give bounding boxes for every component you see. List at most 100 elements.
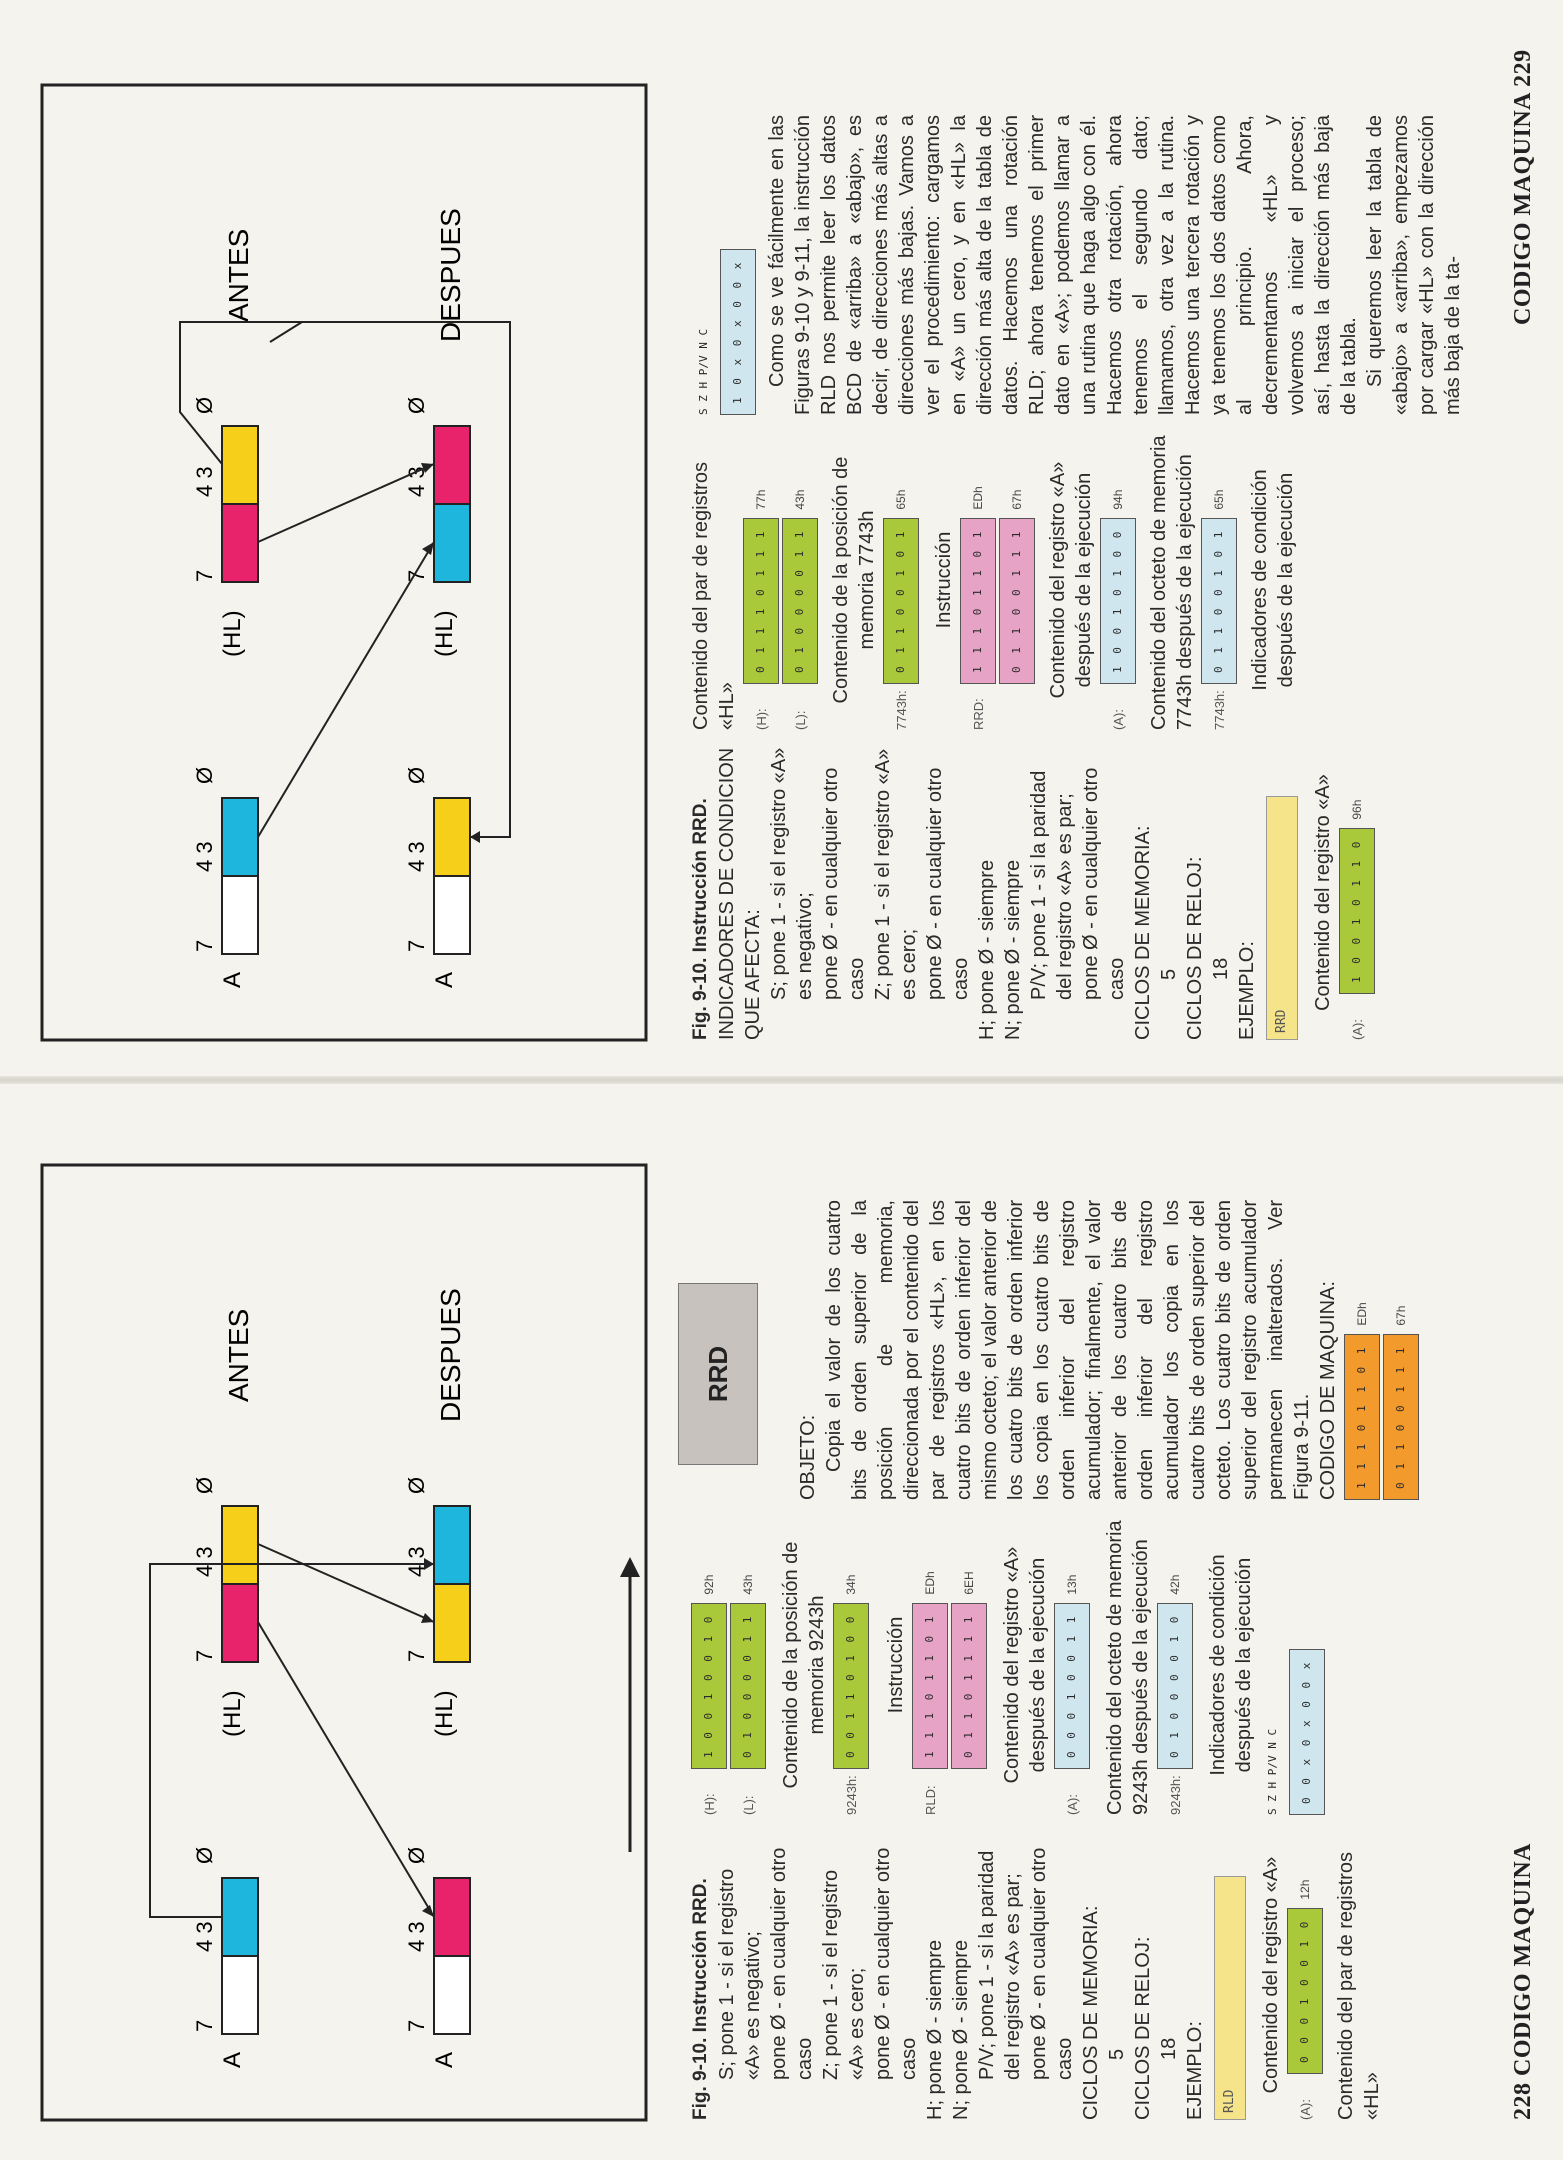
cont-pos-label: Contenido de la posición de memoria 9243… xyxy=(780,1541,828,1789)
svg-text:A: A xyxy=(219,972,246,988)
ind-label: Indicadores de condición después de la e… xyxy=(1207,1554,1255,1776)
rrd-mnemonic-box: RRD xyxy=(678,1283,758,1465)
label-a-despues: A xyxy=(431,2052,458,2068)
arrow-hl-low-to-a xyxy=(179,321,511,838)
flag-pv-else: pone Ø - en cualquier otro caso xyxy=(1028,1847,1076,2080)
svg-text:7: 7 xyxy=(404,940,429,952)
ciclos-memoria-label: CICLOS DE MEMORIA: xyxy=(1080,1905,1102,2120)
bit0-a2: Ø xyxy=(404,1847,429,1864)
ciclos-reloj-label: CICLOS DE RELOJ: xyxy=(1132,1936,1154,2120)
l-bits: 0 1 0 0 0 0 1 1 xyxy=(730,1602,766,1769)
arrow-hl-high-to-a xyxy=(257,1621,435,1918)
flag-h: H; pone Ø - siempre xyxy=(924,1939,946,2120)
left-col-1: Fig. 9-10. Instrucción RRD. S; pone 1 - … xyxy=(688,1830,1385,2120)
rrd-hl-low xyxy=(221,425,259,505)
svg-text:Ø: Ø xyxy=(192,767,217,784)
cont-a-label: Contenido del registro «A» xyxy=(1260,1856,1282,2094)
arrow-a-to-hl-low xyxy=(149,1563,434,1918)
after-mem-label: Contenido del octeto de memoria 9243h de… xyxy=(1104,1520,1152,1815)
bit43-hl: 4 3 xyxy=(192,1546,217,1577)
svg-text:Ø: Ø xyxy=(404,767,429,784)
ejemplo-label: EJEMPLO: xyxy=(1184,2021,1206,2120)
right-col-2: Contenido del par de registros «HL» (H):… xyxy=(690,435,1297,730)
flag-n: N; pone Ø - siempre xyxy=(950,1939,972,2120)
bit0-hl: Ø xyxy=(192,1477,217,1494)
ejemplo-keyword-2: RRD xyxy=(1266,796,1298,1040)
bit7-hl: 7 xyxy=(192,1650,217,1662)
ind-title: INDICADORES DE CONDICION QUE AFECTA: xyxy=(716,747,764,1040)
codigo-bits-1: 1 1 1 0 1 1 0 1 xyxy=(1344,1333,1380,1500)
bit7-hl2: 7 xyxy=(404,1650,429,1662)
label-hl-antes: (HL) xyxy=(219,1690,246,1737)
a-high-nibble xyxy=(221,1955,259,2035)
despues-label: DESPUES xyxy=(435,1288,466,1422)
arrow-hl-low-to-hl-high xyxy=(257,1543,435,1623)
antes-label-2: ANTES xyxy=(223,229,254,322)
arrow-a-low-to-hl-high xyxy=(257,541,435,838)
flag-s: S; pone 1 - si el registro «A» es negati… xyxy=(716,1868,764,2080)
diagram-frame xyxy=(40,1163,648,2122)
fig-caption-2: Fig. 9-10. Instrucción RRD. xyxy=(690,798,711,1040)
flag-z-else: pone Ø - en cualquier otro caso xyxy=(872,1847,920,2080)
svg-text:(HL): (HL) xyxy=(219,610,246,657)
svg-text:A: A xyxy=(431,972,458,988)
instr-bits-1: 1 1 1 0 1 1 0 1 xyxy=(912,1602,948,1769)
rrd-diagram: A 7 4 3 Ø (HL) 7 4 3 Ø ANTES A 7 4 3 Ø (… xyxy=(40,83,648,1042)
codigo-label: CODIGO DE MAQUINA: xyxy=(1317,1281,1339,1500)
svg-text:7: 7 xyxy=(192,570,217,582)
instr-label: Instrucción xyxy=(885,1616,907,1714)
codigo-bits-2: 0 1 1 0 0 1 1 1 xyxy=(1383,1333,1419,1500)
rld-diagram: A 7 4 3 Ø (HL) 7 4 3 Ø ANTES A 7 4 3 Ø (… xyxy=(40,1163,648,2122)
instr-bits-2: 0 1 1 0 1 1 1 1 xyxy=(951,1602,987,1769)
flag-pv: P/V; pone 1 - si la paridad del registro… xyxy=(976,1850,1024,2080)
svg-text:Ø: Ø xyxy=(404,397,429,414)
flag-values-2: 1 0 x 0 x 0 0 x xyxy=(720,248,756,415)
page-228: A 7 4 3 Ø (HL) 7 4 3 Ø ANTES A 7 4 3 Ø (… xyxy=(0,1080,1563,2160)
svg-text:Ø: Ø xyxy=(192,397,217,414)
after-a-label: Contenido del registro «A» después de la… xyxy=(1001,1546,1049,1784)
rrd-a-bits: 1 0 0 1 0 1 1 0 xyxy=(1339,827,1375,994)
despues-label-2: DESPUES xyxy=(435,208,466,342)
hl-low-nibble xyxy=(221,1505,259,1585)
label-hl-despues: (HL) xyxy=(431,1690,458,1737)
objeto-label: OBJETO: xyxy=(797,1414,819,1500)
diagram-frame-2 xyxy=(40,83,648,1042)
svg-text:7: 7 xyxy=(192,940,217,952)
body-para-1: Como se ve fácilmente en las Figuras 9-1… xyxy=(766,115,1360,415)
rrd-a2-high xyxy=(433,875,471,955)
svg-text:4 3: 4 3 xyxy=(404,841,429,872)
after-mem-bits: 0 1 0 0 0 0 1 0 xyxy=(1157,1602,1193,1769)
antes-label: ANTES xyxy=(223,1309,254,1402)
svg-text:(HL): (HL) xyxy=(431,610,458,657)
hl2-high-nibble xyxy=(433,1583,471,1663)
after-a-bits: 0 0 0 1 0 0 1 1 xyxy=(1054,1602,1090,1769)
pos-bits: 0 0 1 1 0 1 0 0 xyxy=(833,1602,869,1769)
label-a-antes: A xyxy=(219,2052,246,2068)
svg-text:7: 7 xyxy=(404,570,429,582)
page-229: A 7 4 3 Ø (HL) 7 4 3 Ø ANTES A 7 4 3 Ø (… xyxy=(40,49,1536,1042)
hl2-low-nibble xyxy=(433,1505,471,1585)
bit7-a: 7 xyxy=(192,2020,217,2032)
cont-hl-label: Contenido del par de registros «HL» xyxy=(1335,1852,1383,2120)
h-bits: 1 0 0 1 0 0 1 0 xyxy=(691,1602,727,1769)
a2-low-nibble xyxy=(433,1877,471,1957)
page-footer-228: 228 CODIGO MAQUINA xyxy=(1510,1843,1536,2120)
a-bits: 0 0 0 1 0 0 1 0 xyxy=(1287,1907,1323,2074)
page-footer-229: CODIGO MAQUINA 229 xyxy=(1510,49,1536,325)
rrd-a-low xyxy=(221,797,259,877)
bit43-a2: 4 3 xyxy=(404,1921,429,1952)
hl-high-nibble xyxy=(221,1583,259,1663)
ciclos-memoria-value: 5 xyxy=(1106,2048,1128,2060)
svg-text:4 3: 4 3 xyxy=(192,841,217,872)
a-low-nibble xyxy=(221,1877,259,1957)
left-col-3: OBJETO: Copia el valor de los cuatro bit… xyxy=(795,1200,1422,1500)
fig-caption: Fig. 9-10. Instrucción RRD. xyxy=(690,1878,711,2120)
bit0-hl2: Ø xyxy=(404,1477,429,1494)
rrd-hl-high xyxy=(221,503,259,583)
arrow-hl-high-to-hl-low xyxy=(257,463,435,543)
svg-text:4 3: 4 3 xyxy=(192,466,217,497)
ciclos-reloj-value: 18 xyxy=(1158,2037,1180,2060)
right-col-3: S Z H P/V N C 1 0 x 0 x 0 0 x Como se ve… xyxy=(697,115,1464,415)
bit0-a: Ø xyxy=(192,1847,217,1864)
rrd-a-high xyxy=(221,875,259,955)
